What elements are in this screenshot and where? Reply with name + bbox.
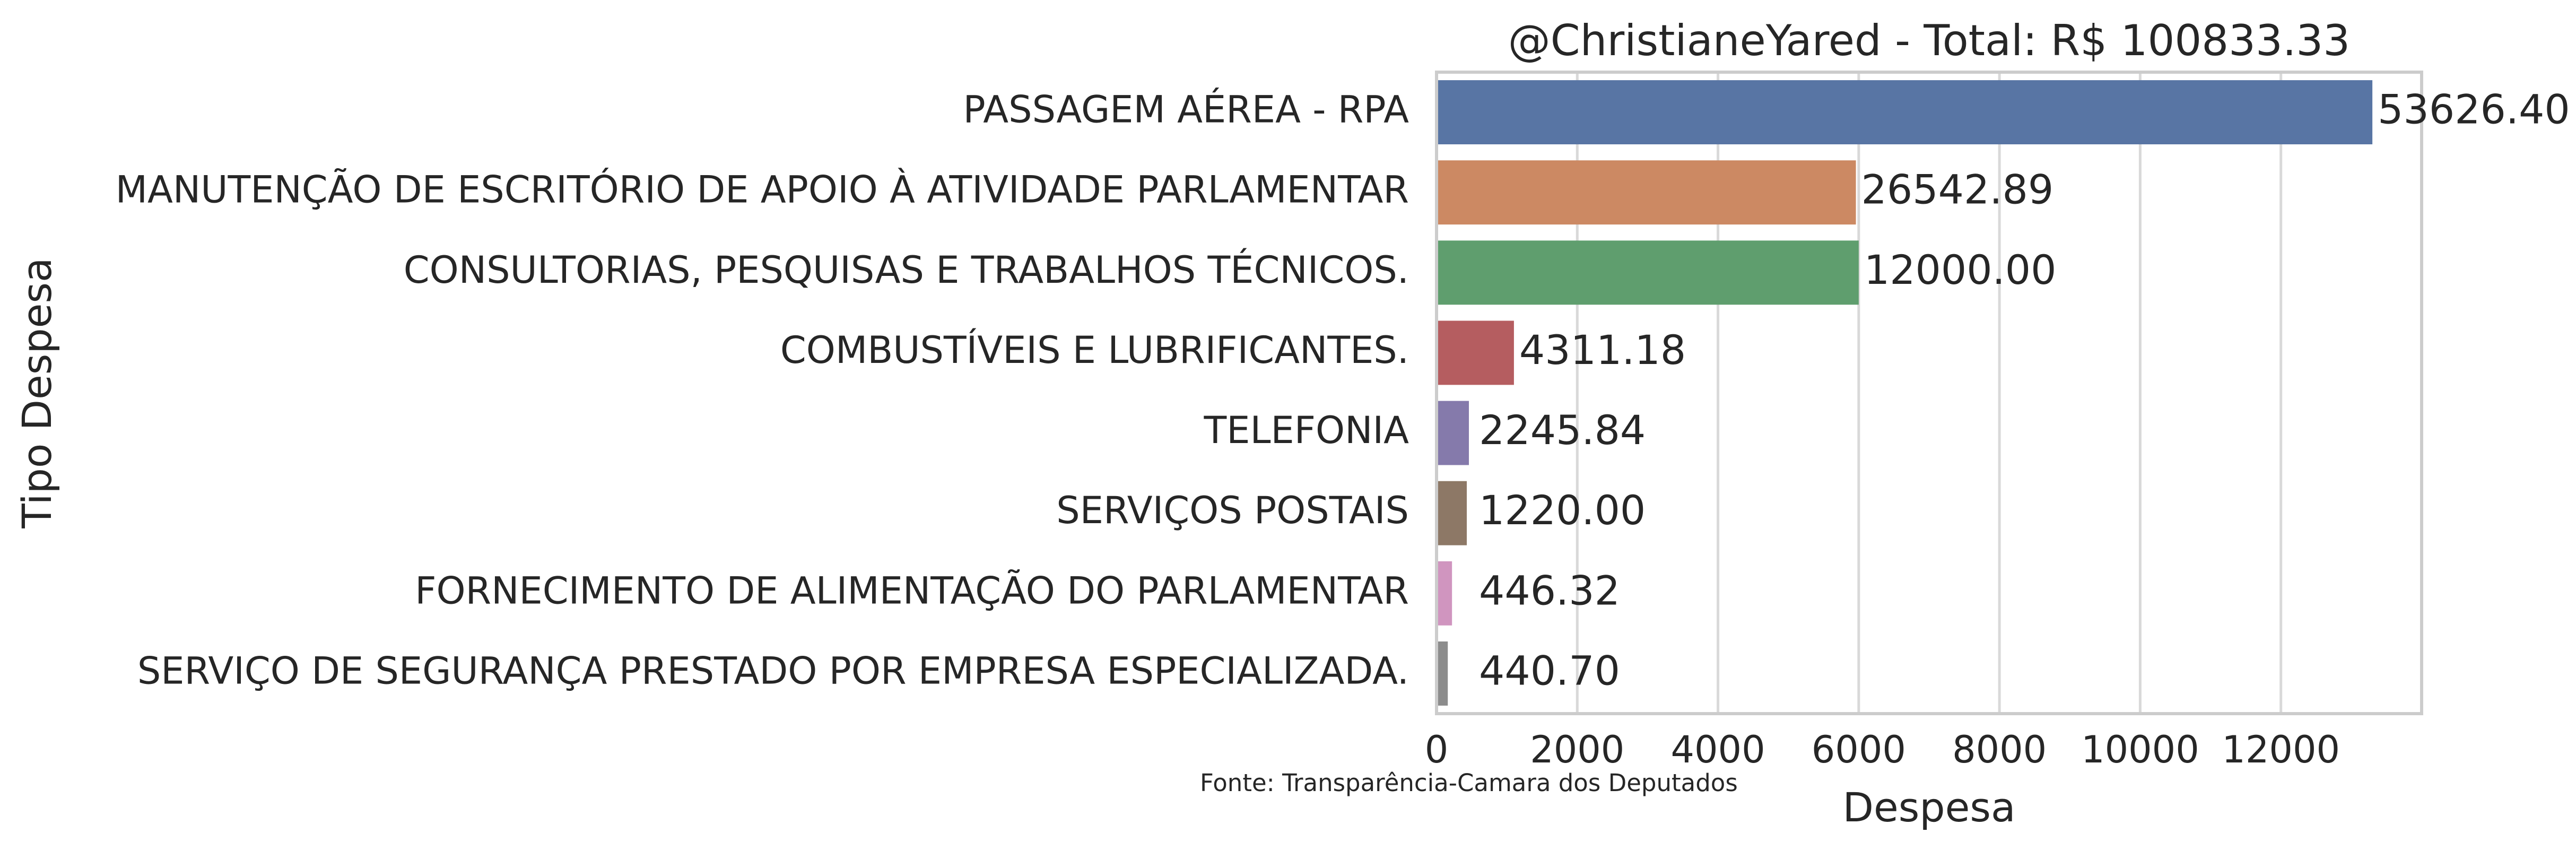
category-label: MANUTENÇÃO DE ESCRITÓRIO DE APOIO À ATIV…	[116, 168, 1409, 212]
category-label: TELEFONIA	[1204, 409, 1409, 452]
category-label: CONSULTORIAS, PESQUISAS E TRABALHOS TÉCN…	[404, 248, 1409, 292]
category-label: SERVIÇOS POSTAIS	[1056, 489, 1409, 532]
x-tick-label: 0	[1425, 728, 1449, 771]
data-label: 1220.00	[1479, 487, 1646, 534]
plot-frame	[1435, 71, 2423, 715]
category-label: COMBUSTÍVEIS E LUBRIFICANTES.	[780, 328, 1409, 372]
bar	[1437, 561, 1452, 626]
data-label: 26542.89	[1861, 166, 2054, 213]
data-label: 446.32	[1479, 567, 1620, 614]
bar	[1437, 240, 1859, 305]
y-axis-label: Tipo Despesa	[13, 257, 60, 528]
data-label: 12000.00	[1864, 246, 2057, 293]
x-axis-label: Despesa	[1842, 784, 2015, 831]
x-tick-label: 6000	[1812, 728, 1906, 771]
bar	[1437, 320, 1514, 385]
bar	[1437, 401, 1469, 465]
bar	[1437, 481, 1467, 545]
category-label: SERVIÇO DE SEGURANÇA PRESTADO POR EMPRES…	[137, 649, 1409, 692]
data-label: 53626.40	[2378, 86, 2570, 133]
category-label: FORNECIMENTO DE ALIMENTAÇÃO DO PARLAMENT…	[415, 569, 1409, 612]
data-labels: 53626.40 26542.89 12000.00 4311.18 2245.84 12…	[1479, 86, 2570, 695]
x-tick-label: 2000	[1530, 728, 1624, 771]
bars	[1437, 80, 2373, 706]
chart-title: @ChristianeYared - Total: R$ 100833.33	[1508, 16, 2350, 65]
data-label: 2245.84	[1479, 406, 1646, 454]
bar	[1437, 160, 1856, 225]
x-tick-label: 10000	[2081, 728, 2199, 771]
x-tick-label: 8000	[1952, 728, 2047, 771]
data-label: 4311.18	[1519, 326, 1686, 374]
x-tick-label: 4000	[1670, 728, 1765, 771]
bar	[1437, 80, 2373, 145]
bar	[1437, 641, 1448, 706]
category-labels: PASSAGEM AÉREA - RPA MANUTENÇÃO DE ESCRIT…	[116, 88, 1409, 693]
x-tick-label: 12000	[2222, 728, 2340, 771]
source-note: Fonte: Transparência-Camara dos Deputado…	[1200, 769, 1738, 797]
data-label: 440.70	[1479, 647, 1620, 694]
x-tick-labels: 0 2000 4000 6000 8000 10000 12000	[1425, 728, 2340, 771]
category-label: PASSAGEM AÉREA - RPA	[963, 88, 1409, 132]
